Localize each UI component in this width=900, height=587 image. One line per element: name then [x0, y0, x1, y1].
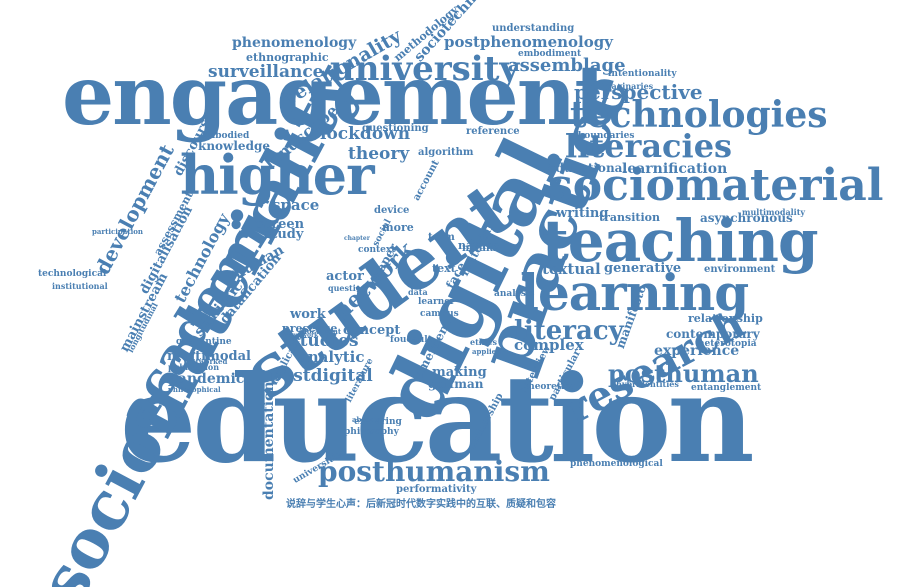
word: experience	[654, 343, 740, 359]
chinese-title: 说辞与学生心声：后新冠时代数字实践中的互联、质疑和包容	[286, 499, 556, 510]
word: media	[462, 243, 497, 254]
word: term	[428, 232, 455, 243]
word: studies	[290, 331, 359, 351]
word: question	[328, 283, 367, 293]
word: knowledge	[198, 139, 270, 153]
word: publication	[168, 362, 220, 372]
word: learning	[520, 263, 749, 322]
word: data	[408, 287, 428, 297]
word: contemporary	[666, 327, 760, 341]
word: transition	[599, 211, 660, 224]
word: phenomenological	[570, 459, 663, 469]
word: concept	[343, 323, 401, 338]
word: documentation	[261, 381, 277, 500]
word: reference	[466, 126, 520, 137]
word: relationship	[688, 312, 763, 325]
word: ethnographic	[246, 51, 329, 64]
word: postphenomenology	[444, 33, 613, 51]
word: work	[290, 307, 326, 322]
word: learner	[418, 297, 455, 307]
word: analysis	[494, 289, 535, 299]
word: teaching	[542, 207, 819, 275]
word: philosophy	[344, 427, 399, 437]
word: complex	[514, 336, 584, 354]
word: campus	[420, 309, 459, 319]
word: document	[302, 327, 342, 336]
word: lockdown	[320, 124, 411, 144]
word: posthumanism	[318, 455, 550, 488]
word: networked	[186, 357, 228, 366]
word: multimodal	[167, 349, 251, 364]
word: more	[382, 221, 414, 234]
word: theory	[348, 144, 410, 164]
word: university	[330, 49, 520, 89]
word: foucault	[390, 335, 432, 345]
word: educational	[548, 161, 627, 175]
word: embodied	[200, 131, 250, 141]
word: analytic	[298, 348, 365, 366]
word: learnification	[622, 161, 728, 177]
word: textual	[542, 260, 601, 278]
word: understanding	[492, 23, 575, 34]
word: generative	[604, 261, 682, 276]
word: framework	[282, 332, 319, 339]
word: participation	[92, 227, 144, 236]
word: education	[120, 349, 755, 490]
word: hybridentities	[616, 379, 679, 389]
word: embodiment	[518, 49, 582, 59]
word: quarantine	[176, 337, 232, 347]
word: ethics	[470, 337, 498, 347]
word: engagement	[62, 48, 612, 144]
word: nature	[458, 239, 499, 252]
word: pandemic	[168, 371, 245, 387]
word: chapter	[344, 235, 370, 242]
word: absence	[352, 415, 384, 424]
word: intentionality	[608, 69, 677, 79]
word: surveillance	[208, 62, 324, 82]
word: boundaries	[578, 131, 635, 141]
word: heterotopia	[698, 339, 757, 349]
word: multimodality	[742, 207, 806, 217]
word: theoretical	[524, 382, 580, 392]
word: applied	[472, 347, 501, 356]
word: institutional	[52, 281, 108, 291]
word: text	[432, 262, 456, 275]
word: posthuman	[608, 359, 759, 388]
word: entanglement	[691, 383, 762, 393]
word: questioning	[362, 123, 429, 134]
word: actor	[326, 269, 364, 284]
word: postdigital	[270, 366, 373, 386]
word: literacies	[565, 127, 733, 165]
word: presence	[282, 322, 338, 335]
word: asynchronous	[700, 211, 793, 225]
word: context	[358, 245, 396, 255]
word: writing	[556, 206, 609, 221]
word: device	[374, 205, 410, 216]
word: exploring	[354, 417, 402, 427]
word: making	[432, 365, 487, 380]
word: technological	[38, 269, 107, 279]
word: technologies	[570, 94, 828, 136]
word: algorithm	[418, 147, 474, 158]
word: environment	[704, 264, 776, 275]
word: perspective	[574, 80, 703, 104]
word: study	[264, 227, 304, 242]
word: literacy	[514, 316, 624, 346]
word: assemblage	[508, 55, 626, 76]
word: screen	[256, 217, 305, 232]
word: space	[272, 196, 320, 214]
word: higher	[180, 143, 375, 207]
word: phenomenology	[232, 35, 357, 51]
word: philosophical	[168, 385, 221, 394]
word: goffman	[428, 377, 484, 391]
word: performativity	[396, 484, 477, 495]
word: imaginaries	[600, 81, 654, 91]
word: sociomaterial	[548, 160, 884, 211]
